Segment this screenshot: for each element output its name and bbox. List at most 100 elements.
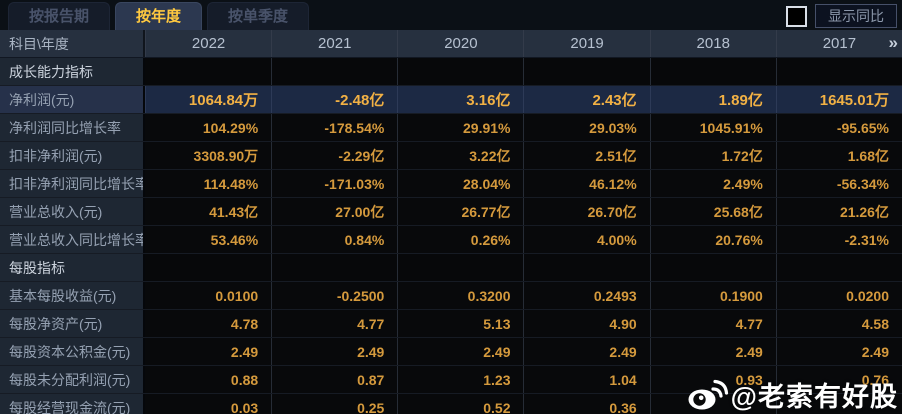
cell-value: 1045.91% [649, 114, 776, 141]
cell-value: -178.54% [271, 114, 398, 141]
cell-value [775, 394, 902, 414]
cell-value: 4.00% [523, 226, 650, 253]
cell-value: -95.65% [775, 114, 902, 141]
year-label: 2017 [822, 35, 857, 52]
cell-value: 0.36 [523, 394, 650, 414]
year-header-2018: 2018 [649, 30, 776, 57]
cell-value: -2.29亿 [271, 142, 398, 169]
table-row: 净利润同比增长率 104.29% -178.54% 29.91% 29.03% 1045.… [0, 114, 902, 142]
cell-value [523, 254, 650, 281]
section-header-row: 成长能力指标 [0, 58, 902, 86]
cell-value: 5.13 [397, 310, 524, 337]
row-label: 扣非净利润(元) [0, 142, 145, 169]
cell-value: 29.03% [523, 114, 650, 141]
year-header-2017: 2017 » [775, 30, 902, 57]
cell-value: 4.77 [271, 310, 398, 337]
cell-value [397, 58, 524, 85]
cell-value: -171.03% [271, 170, 398, 197]
cell-value: 25.68亿 [649, 198, 776, 225]
cell-value: 1.04 [523, 366, 650, 393]
cell-value: 1645.01万 [775, 86, 902, 113]
cell-value: 26.77亿 [397, 198, 524, 225]
row-label: 每股经营现金流(元) [0, 394, 145, 414]
table-header-row: 科目\年度 2022 2021 2020 2019 2018 2017 » [0, 30, 902, 58]
cell-value: 2.49 [775, 338, 902, 365]
cell-value: 1.68亿 [775, 142, 902, 169]
cell-value: 0.93 [649, 366, 776, 393]
cell-value [649, 254, 776, 281]
yoy-controls: 显示同比 [786, 4, 897, 28]
cell-value: 28.04% [397, 170, 524, 197]
cell-value [271, 58, 398, 85]
cell-value: 0.84% [271, 226, 398, 253]
cell-value: 41.43亿 [145, 198, 272, 225]
cell-value [649, 394, 776, 414]
row-label: 净利润同比增长率 [0, 114, 145, 141]
show-yoy-checkbox[interactable] [786, 5, 807, 27]
cell-value [397, 254, 524, 281]
row-label: 净利润(元) [0, 86, 145, 113]
cell-value: 0.0100 [145, 282, 272, 309]
table-row: 扣非净利润同比增长率 114.48% -171.03% 28.04% 46.12% 2.4… [0, 170, 902, 198]
tab-by-year[interactable]: 按年度 [115, 2, 203, 30]
cell-value: 2.49 [523, 338, 650, 365]
cell-value: 0.25 [271, 394, 398, 414]
cell-value: 0.3200 [397, 282, 524, 309]
tab-bar: 按报告期 按年度 按单季度 显示同比 [0, 0, 902, 30]
table-row: 净利润(元) 1064.84万 -2.48亿 3.16亿 2.43亿 1.89亿 1645.… [0, 86, 902, 114]
tab-by-single-quarter[interactable]: 按单季度 [207, 2, 310, 30]
cell-value: 1.89亿 [649, 86, 776, 113]
tab-by-report-period[interactable]: 按报告期 [8, 2, 111, 30]
cell-value: 46.12% [523, 170, 650, 197]
table-row: 营业总收入(元) 41.43亿 27.00亿 26.77亿 26.70亿 25.68亿 21… [0, 198, 902, 226]
table-row: 扣非净利润(元) 3308.90万 -2.29亿 3.22亿 2.51亿 1.72亿 1.6… [0, 142, 902, 170]
cell-value [775, 254, 902, 281]
cell-value: 26.70亿 [523, 198, 650, 225]
row-label: 基本每股收益(元) [0, 282, 145, 309]
cell-value: 20.76% [649, 226, 776, 253]
cell-value: 0.26% [397, 226, 524, 253]
cell-value: 1.72亿 [649, 142, 776, 169]
cell-value: 4.58 [775, 310, 902, 337]
cell-value [145, 58, 272, 85]
cell-value: -2.31% [775, 226, 902, 253]
row-label: 每股未分配利润(元) [0, 366, 145, 393]
cell-value: 4.77 [649, 310, 776, 337]
cell-value: 4.90 [523, 310, 650, 337]
cell-value [523, 58, 650, 85]
cell-value: 104.29% [145, 114, 272, 141]
table-row: 每股净资产(元) 4.78 4.77 5.13 4.90 4.77 4.58 [0, 310, 902, 338]
year-label: 2022 [191, 35, 226, 52]
year-header-2022: 2022 [145, 30, 272, 57]
table-row: 每股经营现金流(元) 0.03 0.25 0.52 0.36 [0, 394, 902, 414]
table-row: 每股未分配利润(元) 0.88 0.87 1.23 1.04 0.93 0.76 [0, 366, 902, 394]
cell-value: 2.49 [397, 338, 524, 365]
cell-value: 0.52 [397, 394, 524, 414]
table-row: 基本每股收益(元) 0.0100 -0.2500 0.3200 0.2493 0.1900… [0, 282, 902, 310]
scroll-more-years-icon[interactable]: » [888, 33, 899, 52]
cell-value: 0.1900 [649, 282, 776, 309]
year-header-2020: 2020 [397, 30, 524, 57]
year-header-2019: 2019 [523, 30, 650, 57]
cell-value: 0.2493 [523, 282, 650, 309]
cell-value: 2.49 [145, 338, 272, 365]
cell-value [271, 254, 398, 281]
year-label: 2018 [696, 35, 730, 52]
year-header-2021: 2021 [271, 30, 398, 57]
cell-value: -56.34% [775, 170, 902, 197]
cell-value: 0.0200 [775, 282, 902, 309]
period-tabs: 按报告期 按年度 按单季度 [8, 2, 310, 30]
cell-value: 2.43亿 [523, 86, 650, 113]
table-body: 成长能力指标 净利润(元) 1064.84万 -2.48亿 3.16亿 2.43亿 1.89… [0, 58, 902, 414]
corner-header-label: 科目\年度 [0, 30, 145, 57]
row-label: 扣非净利润同比增长率 [0, 170, 145, 197]
cell-value: 0.03 [145, 394, 272, 414]
cell-value: 3.22亿 [397, 142, 524, 169]
show-yoy-button[interactable]: 显示同比 [815, 4, 897, 28]
year-label: 2020 [444, 35, 478, 52]
cell-value: 1.23 [397, 366, 524, 393]
year-label: 2021 [318, 35, 352, 52]
cell-value: 3.16亿 [397, 86, 524, 113]
year-label: 2019 [570, 35, 604, 52]
